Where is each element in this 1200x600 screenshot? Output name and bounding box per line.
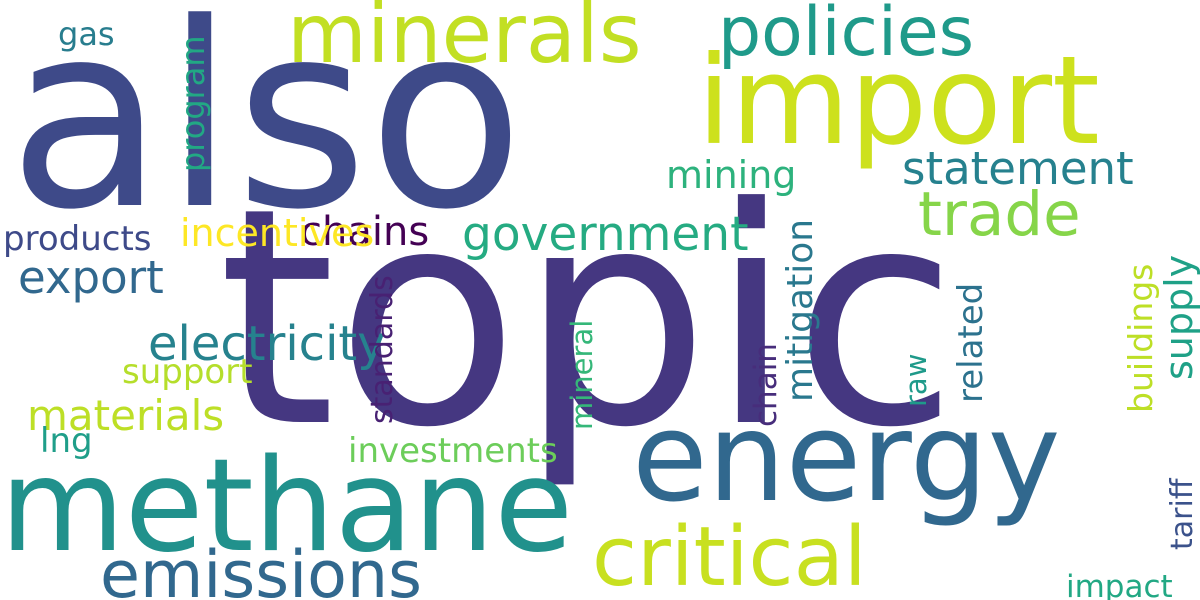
word-impact: gas	[58, 15, 115, 53]
word-raw: support	[122, 352, 253, 392]
word-mineral: chain	[748, 343, 784, 427]
word-supply: program	[174, 35, 212, 172]
word-statement: statement	[902, 142, 1134, 195]
word-critical: critical	[592, 510, 867, 600]
word-investments: investments	[348, 431, 558, 471]
word-government: government	[462, 207, 749, 262]
word-emissions: emissions	[100, 538, 422, 600]
word-related: tariff	[1165, 477, 1200, 550]
word-support: lng	[40, 421, 93, 461]
word-mitigation: raw	[899, 354, 933, 407]
word-energy: energy	[632, 387, 1061, 530]
word-program: mineral	[565, 320, 599, 430]
word-gas: incentives	[180, 211, 374, 255]
word-tariff: impact	[1066, 569, 1173, 600]
word-mining: mining	[666, 153, 796, 197]
word-incentives: buildings	[1121, 264, 1160, 413]
word-minerals: minerals	[287, 0, 642, 82]
word-buildings: standards	[365, 275, 400, 424]
word-products: products	[3, 219, 151, 259]
word-chain: related	[951, 283, 991, 403]
word-policies: policies	[718, 0, 974, 72]
word-electricity: supply	[1157, 255, 1200, 380]
word-standards: mitigation	[780, 219, 821, 402]
